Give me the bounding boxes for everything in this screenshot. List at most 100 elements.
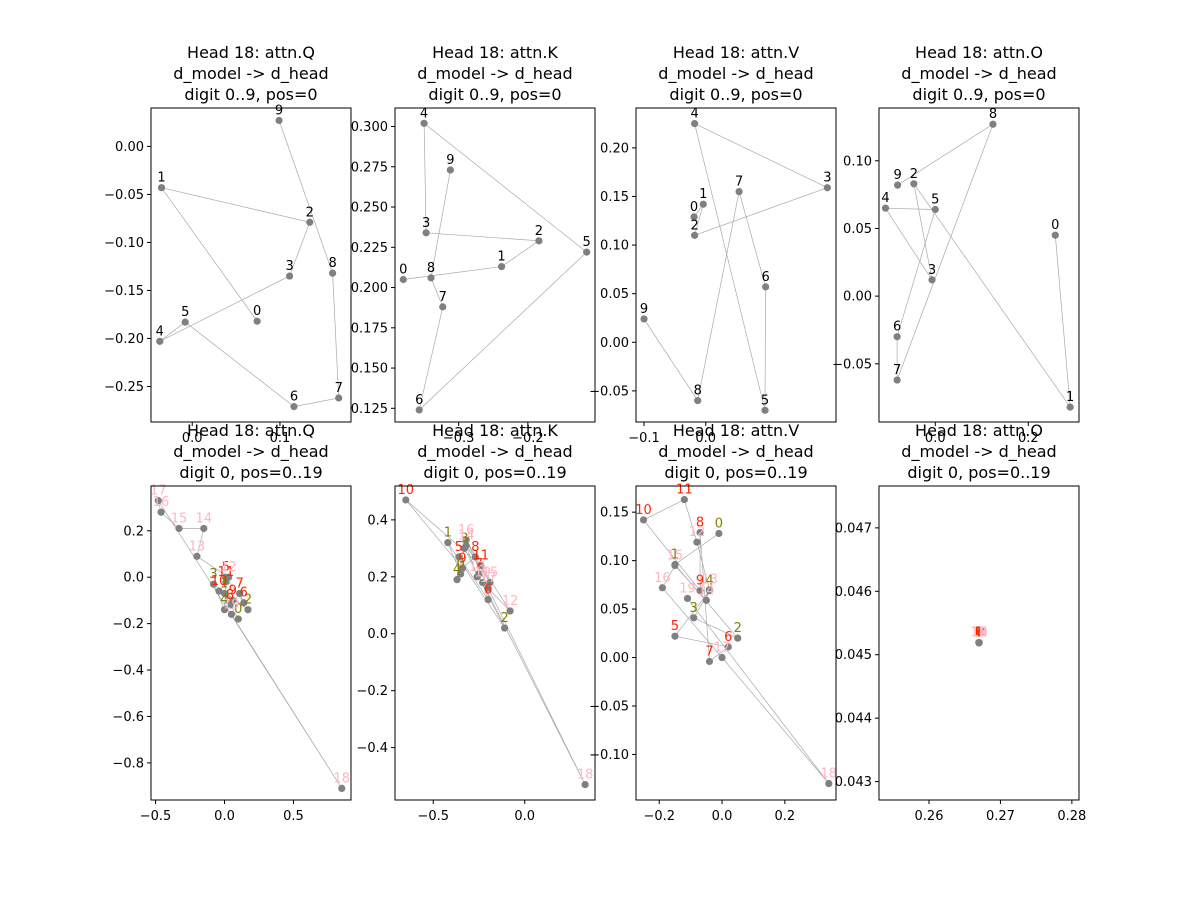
chart-title: digit 0..9, pos=0 <box>184 85 317 104</box>
y-tick-label: 0.200 <box>351 281 388 296</box>
y-tick-label: −0.10 <box>589 748 629 763</box>
y-tick-label: 0.4 <box>367 513 388 528</box>
series-line <box>405 499 586 785</box>
x-tick-label: −0.5 <box>140 809 172 824</box>
data-point <box>427 274 435 282</box>
point-label: 8 <box>471 540 479 555</box>
data-point <box>244 606 252 614</box>
point-label: 15 <box>171 511 188 526</box>
point-label: 13 <box>189 539 206 554</box>
x-tick-label: −0.2 <box>643 809 675 824</box>
point-label: 1 <box>497 250 505 265</box>
y-tick-label: −0.05 <box>589 384 629 399</box>
point-label: 11 <box>473 548 490 563</box>
y-tick-label: 0.10 <box>843 154 872 169</box>
y-tick-label: 0.00 <box>600 336 629 351</box>
point-label: 3 <box>209 567 217 582</box>
data-point <box>462 536 470 544</box>
data-point <box>705 657 714 666</box>
data-point <box>690 614 698 622</box>
y-tick-label: 0.225 <box>351 241 388 256</box>
y-tick-label: 0.10 <box>600 554 629 569</box>
point-label: 4 <box>220 593 228 608</box>
data-point <box>484 595 492 604</box>
data-point <box>240 599 248 607</box>
y-tick-label: −0.4 <box>112 664 144 679</box>
series-line <box>884 123 1071 409</box>
data-point <box>253 317 261 325</box>
point-label: 1 <box>671 548 679 563</box>
x-tick-label: 0.27 <box>986 809 1015 824</box>
data-point <box>671 632 679 640</box>
data-point <box>989 120 997 128</box>
point-label: 7 <box>975 626 983 641</box>
point-label: 4 <box>975 626 983 641</box>
point-label: 6 <box>893 320 901 335</box>
y-tick-label: −0.25 <box>104 380 144 395</box>
x-tick-label: −0.5 <box>417 809 449 824</box>
data-point <box>696 528 704 537</box>
x-tick-label: 0.1 <box>270 431 291 446</box>
point-label: 15 <box>971 626 988 641</box>
point-label: 13 <box>469 560 486 575</box>
series-line <box>157 500 343 789</box>
point-label: 4 <box>453 563 461 578</box>
y-tick-label: −0.20 <box>104 332 144 347</box>
y-tick-label: −0.2 <box>356 684 388 699</box>
point-label: 18 <box>577 768 594 783</box>
point-label: 7 <box>735 175 743 190</box>
y-tick-label: −0.8 <box>112 756 144 771</box>
chart-title: digit 0, pos=0..19 <box>179 463 322 482</box>
y-tick-label: −0.15 <box>104 284 144 299</box>
x-tick-label: −0.2 <box>512 431 544 446</box>
point-label: 5 <box>181 305 189 320</box>
point-label: 14 <box>458 528 475 543</box>
chart-title: d_model -> d_head <box>173 442 328 462</box>
point-label: 10 <box>635 503 652 518</box>
data-point <box>275 116 283 125</box>
data-point <box>693 538 701 546</box>
data-point <box>215 587 223 595</box>
data-point <box>220 606 229 614</box>
data-point <box>928 276 936 284</box>
data-point <box>462 541 470 550</box>
data-point <box>455 553 463 561</box>
data-point <box>894 181 902 189</box>
point-label: 13 <box>701 573 718 588</box>
y-tick-label: 0.2 <box>367 570 388 585</box>
x-tick-label: 0.0 <box>695 431 716 446</box>
point-label: 0 <box>1051 218 1059 233</box>
chart-title: d_model -> d_head <box>658 442 813 462</box>
x-tick-label: 0.0 <box>712 809 733 824</box>
data-point <box>702 596 710 604</box>
y-tick-label: 0.043 <box>835 775 872 790</box>
point-label: 0 <box>399 262 407 277</box>
point-label: 3 <box>690 601 698 616</box>
point-label: 16 <box>153 495 170 510</box>
y-tick-label: 0.125 <box>351 402 388 417</box>
point-label: 16 <box>971 626 988 641</box>
data-point <box>193 552 201 560</box>
point-label: 2 <box>500 611 508 626</box>
data-point <box>671 561 679 570</box>
y-tick-label: 0.05 <box>600 287 629 302</box>
point-label: 7 <box>236 576 244 591</box>
y-tick-label: 0.00 <box>600 651 629 666</box>
x-tick-label: −0.3 <box>443 431 475 446</box>
y-tick-label: −0.4 <box>356 741 388 756</box>
chart-title: Head 18: attn.K <box>432 43 558 62</box>
point-label: 9 <box>696 574 704 589</box>
y-tick-label: −0.05 <box>589 699 629 714</box>
y-tick-label: 0.05 <box>600 603 629 618</box>
chart-title: Head 18: attn.Q <box>187 43 315 62</box>
series-line <box>159 120 340 407</box>
data-point <box>446 166 454 174</box>
chart-title: Head 18: attn.O <box>915 421 1043 440</box>
point-label: 6 <box>724 630 732 645</box>
x-tick-label: 0.5 <box>283 809 304 824</box>
